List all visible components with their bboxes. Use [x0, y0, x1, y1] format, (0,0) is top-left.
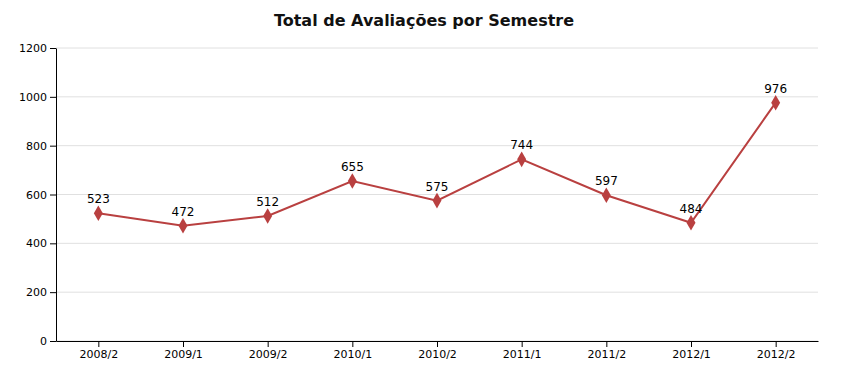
tick-label: 800: [26, 140, 47, 153]
tick-label: 600: [26, 189, 47, 202]
tick-label: 400: [26, 237, 47, 250]
tick: 800: [26, 140, 56, 153]
tick-label: 2010/2: [418, 348, 457, 361]
tick-label: 2010/1: [333, 348, 372, 361]
marker: [517, 152, 526, 168]
tick-label: 0: [40, 335, 47, 348]
grid-line: [56, 96, 818, 97]
tick-mark: [268, 341, 269, 347]
data-label: 484: [680, 202, 703, 216]
data-label: 655: [341, 160, 364, 174]
marks: [94, 95, 780, 234]
tick-label: 2011/2: [587, 348, 626, 361]
data-label: 744: [510, 138, 533, 152]
tick-mark: [606, 341, 607, 347]
marker: [687, 215, 696, 231]
tick: 2010/1: [333, 341, 372, 361]
data-label: 575: [426, 180, 449, 194]
tick-mark: [98, 341, 99, 347]
tick: 1200: [19, 42, 56, 55]
tick-label: 2011/1: [503, 348, 542, 361]
data-label: 976: [764, 82, 787, 96]
grid: [56, 48, 818, 341]
tick-label: 1000: [19, 91, 47, 104]
tick-mark: [183, 341, 184, 347]
tick-mark: [691, 341, 692, 347]
x-axis: 2008/2 2009/1 2009/2 2010/1 2010/2 2011/1 2011…: [57, 341, 819, 361]
tick: 2010/2: [418, 341, 457, 361]
tick-mark: [437, 341, 438, 347]
marker: [602, 187, 611, 203]
tick-mark: [50, 97, 56, 98]
tick: 2008/2: [79, 341, 118, 361]
tick-label: 2009/1: [164, 348, 203, 361]
data-label: 512: [256, 195, 279, 209]
tick: 2011/1: [503, 341, 542, 361]
tick-mark: [50, 146, 56, 147]
tick-label: 200: [26, 286, 47, 299]
tick: 2009/1: [164, 341, 203, 361]
tick-mark: [50, 243, 56, 244]
data-label: 523: [87, 192, 110, 206]
tick-mark: [50, 341, 56, 342]
tick: 2012/2: [757, 341, 796, 361]
tick: 600: [26, 189, 56, 202]
plot: 0200400600800100012002008/22009/12009/22…: [19, 42, 819, 361]
grid-line: [56, 145, 818, 146]
tick: 2011/2: [587, 341, 626, 361]
tick-mark: [50, 195, 56, 196]
marker: [263, 208, 272, 224]
tick-mark: [352, 341, 353, 347]
marker: [433, 193, 442, 209]
marker: [94, 206, 103, 222]
tick-mark: [776, 341, 777, 347]
tick: 400: [26, 237, 56, 250]
tick-mark: [522, 341, 523, 347]
tick-label: 1200: [19, 42, 47, 55]
tick-label: 2012/1: [672, 348, 711, 361]
tick: 0: [40, 335, 56, 348]
tick-mark: [50, 48, 56, 49]
grid-line: [56, 292, 818, 293]
title: Total de Avaliações por Semestre: [274, 11, 574, 30]
data-label: 472: [172, 205, 195, 219]
data-label: 597: [595, 174, 618, 188]
chart: Total de Avaliações por Semestre 0 200 400 6…: [0, 0, 848, 381]
grid-line: [56, 243, 818, 244]
line: [98, 103, 775, 226]
tick-mark: [50, 292, 56, 293]
y-axis: 0 200 400 600 800 1000 1200: [19, 42, 57, 348]
grid-line: [56, 48, 818, 49]
tick: 2012/1: [672, 341, 711, 361]
tick-label: 2009/2: [249, 348, 288, 361]
tick: 1000: [19, 91, 56, 104]
tick-label: 2012/2: [757, 348, 796, 361]
tick: 2009/2: [249, 341, 288, 361]
data-labels: 523 472 512 655 575 744 597 484 976: [87, 82, 787, 219]
marker: [179, 218, 188, 234]
axis-line: [56, 49, 57, 342]
tick-label: 2008/2: [79, 348, 118, 361]
tick: 200: [26, 286, 56, 299]
marker: [348, 173, 357, 189]
marker: [771, 95, 780, 111]
